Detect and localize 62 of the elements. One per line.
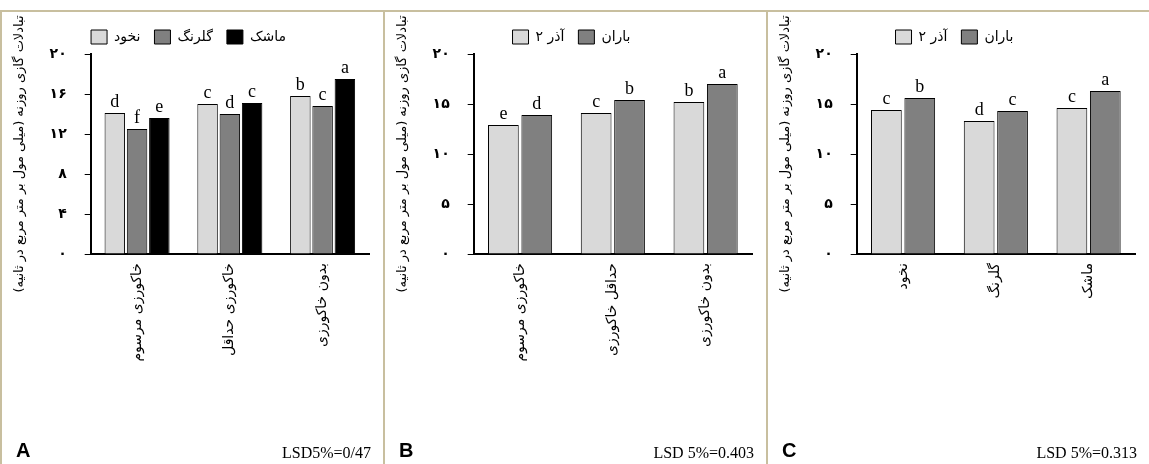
y-tick-label: ۲۰ [49, 44, 67, 61]
data-label: b [625, 77, 635, 98]
x-tick-label: نخود [893, 263, 911, 290]
text: C [782, 439, 797, 462]
data-label: b [684, 79, 694, 100]
data-label: d [110, 90, 120, 111]
text: LSD5%=0/47 [281, 444, 371, 462]
x-tick-label: خاکورزی حداقل [220, 263, 238, 356]
y-tick-label: ۱۰ [432, 144, 450, 161]
legend-label: آذر ۲ [535, 27, 566, 45]
data-label: b [915, 75, 925, 96]
legend-label: باران [601, 27, 631, 45]
text: LSD 5%=0.403 [653, 444, 754, 462]
data-label: b [295, 73, 305, 94]
y-tick-label: ۱۵ [432, 94, 451, 111]
legend-label: گلرنگ [177, 27, 214, 45]
x-tick-label: گلرنگ [986, 262, 1004, 299]
data-label: d [225, 91, 235, 112]
data-label: c [203, 81, 212, 102]
y-tick-label: ۲۰ [815, 44, 833, 61]
text: B [399, 439, 414, 462]
data-label: a [718, 61, 727, 82]
y-axis-title: تبادلات گازی روزنه (میلی مول بر متر مربع در ثانیه) [394, 15, 411, 293]
x-tick-label: بدون خاکورزی [313, 263, 331, 348]
legend-label: ماشک [249, 27, 286, 44]
data-label: c [882, 87, 891, 108]
y-tick-label: ۸ [58, 164, 68, 181]
data-label: c [318, 83, 327, 104]
y-tick-label: ۰ [58, 244, 67, 261]
x-tick-label: حداقل خاکورزی [603, 263, 621, 356]
data-label: e [155, 95, 164, 116]
y-tick-label: ۰ [824, 244, 833, 261]
data-label: d [974, 98, 984, 119]
data-label: c [248, 80, 257, 101]
y-axis-title: تبادلات گازی روزنه (میلی مول بر متر مربع در ثانیه) [11, 15, 28, 293]
data-label: a [340, 56, 349, 77]
x-tick-label: بدون خاکورزی [696, 263, 714, 348]
data-label: c [592, 90, 601, 111]
text: A [16, 439, 31, 462]
y-tick-label: ۱۶ [49, 84, 67, 101]
data-label: c [1067, 85, 1076, 106]
y-tick-label: ۵ [824, 194, 834, 211]
legend-label: باران [984, 27, 1014, 45]
x-tick-label: خاکورزی مرسوم [510, 263, 528, 362]
data-label: a [1101, 68, 1110, 89]
text: LSD 5%=0.313 [1036, 444, 1137, 462]
y-tick-label: ۵ [441, 194, 451, 211]
x-tick-label: خاکورزی مرسوم [127, 263, 145, 362]
y-tick-label: ۱۵ [815, 94, 834, 111]
data-label: c [1008, 88, 1017, 109]
legend-label: نخود [114, 27, 141, 45]
y-tick-label: ۲۰ [432, 44, 450, 61]
data-label: f [134, 106, 141, 127]
y-tick-label: ۰ [441, 244, 450, 261]
data-label: d [532, 92, 542, 113]
y-tick-label: ۱۲ [49, 124, 68, 141]
y-tick-label: ۴ [58, 204, 68, 221]
y-tick-label: ۱۰ [815, 144, 833, 161]
legend-label: آذر ۲ [918, 27, 949, 45]
data-label: e [499, 102, 508, 123]
x-tick-label: ماشک [1079, 263, 1096, 300]
y-axis-title: تبادلات گازی روزنه (میلی مول بر متر مربع در ثانیه) [777, 15, 794, 293]
